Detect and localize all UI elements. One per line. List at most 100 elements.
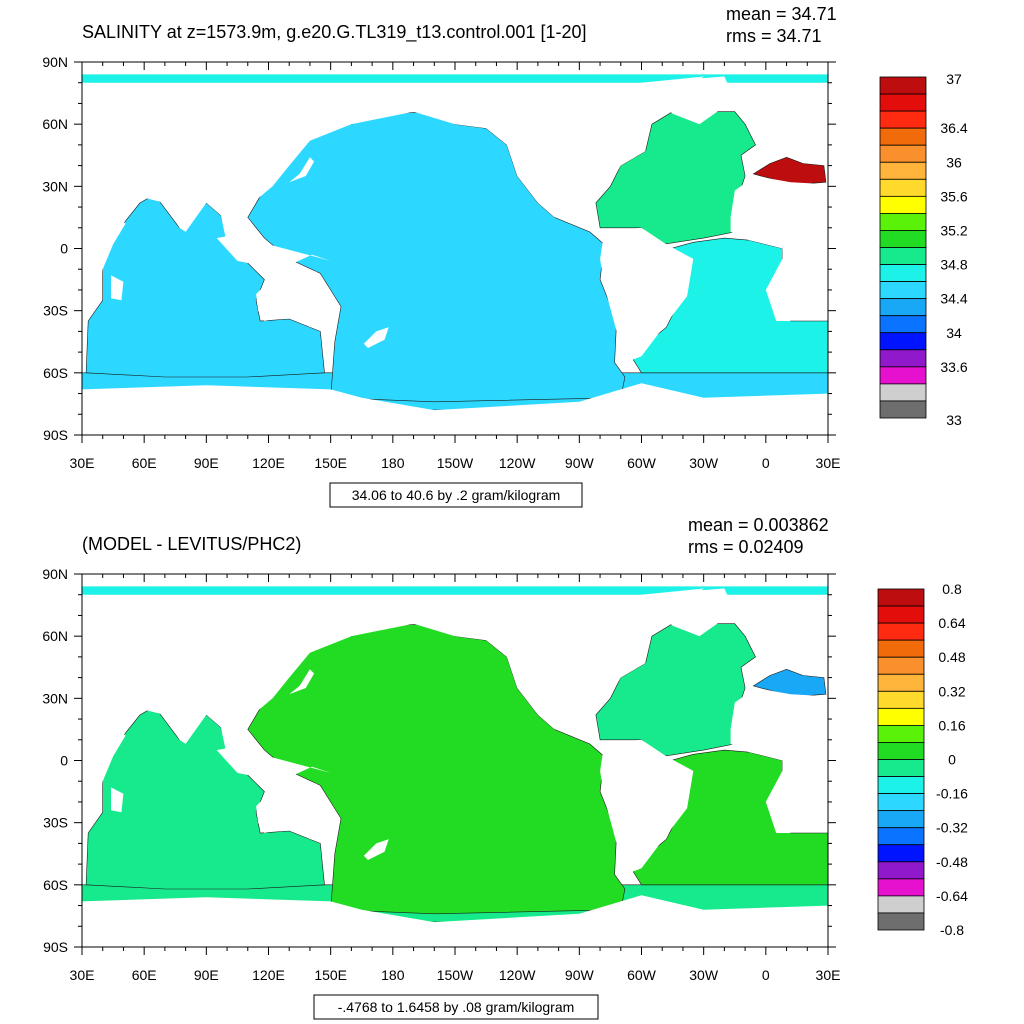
salinity-title: SALINITY at z=1573.9m, g.e20.G.TL319_t13…: [82, 22, 586, 43]
salinity-colorbar-label: 34: [946, 325, 962, 341]
difference-colorbar-box: [877, 673, 925, 692]
salinity-colorbar-box: [879, 110, 927, 129]
difference-colorbar-label: -0.48: [936, 854, 968, 870]
difference-colorbar-label: -0.64: [936, 888, 968, 904]
salinity-colorbar-label: 35.6: [940, 188, 967, 204]
salinity-colorbar-box: [879, 400, 927, 419]
salinity-colorbar-box: [879, 76, 927, 95]
salinity-colorbar-box: [879, 247, 927, 265]
salinity-colorbar-box: [879, 332, 927, 351]
difference-x-tick-label: 120W: [499, 967, 536, 983]
difference-colorbar-box: [877, 725, 925, 743]
salinity-y-tick-label: 30S: [43, 303, 68, 319]
salinity-land-australia: [256, 271, 337, 328]
difference-land-australia: [256, 783, 337, 840]
salinity-x-tick-label: 60W: [627, 455, 657, 471]
salinity-land-madagascar: [111, 275, 124, 301]
difference-colorbar-label: -0.32: [936, 820, 968, 836]
salinity-colorbar-box: [879, 127, 927, 146]
difference-colorbar-label: 0.32: [938, 683, 965, 699]
salinity-x-tick-label: 30E: [816, 455, 841, 471]
salinity-x-tick-label: 60E: [132, 455, 157, 471]
salinity-x-tick-label: 30W: [689, 455, 719, 471]
difference-x-tick-label: 90W: [565, 967, 595, 983]
salinity-rms: rms = 34.71: [726, 26, 822, 46]
difference-land-africa-east: [82, 696, 126, 831]
difference-y-tick-label: 60N: [42, 628, 68, 644]
difference-x-tick-label: 60E: [132, 967, 157, 983]
difference-colorbar-label: 0.16: [938, 717, 965, 733]
salinity-colorbar: 37 36.4 36 35.6 35.2 34.8 34.4 34 33.6 33: [879, 71, 968, 428]
salinity-colorbar-box: [879, 195, 927, 214]
difference-x-tick-label: 30W: [689, 967, 719, 983]
difference-colorbar-label: 0: [948, 752, 956, 768]
salinity-contour-info: 34.06 to 40.6 by .2 gram/kilogram: [352, 487, 561, 503]
salinity-colorbar-box: [879, 281, 927, 300]
salinity-colorbar-box: [879, 212, 927, 231]
difference-land-indonesia: [216, 748, 331, 778]
difference-colorbar-box: [877, 742, 925, 760]
salinity-map: [82, 62, 828, 435]
difference-colorbar-box: [877, 588, 925, 607]
difference-x-tick-label: 180: [381, 967, 405, 983]
salinity-panel: SALINITY at z=1573.9m, g.e20.G.TL319_t13…: [42, 4, 968, 508]
salinity-contour-info-box: [329, 482, 583, 508]
difference-colorbar-box: [877, 622, 925, 641]
difference-colorbar-label: -0.8: [940, 922, 964, 938]
difference-land-japan: [289, 669, 315, 695]
difference-contour-info: -.4768 to 1.6458 by .08 gram/kilogram: [338, 999, 575, 1015]
salinity-colorbar-label: 37: [946, 71, 962, 87]
difference-y-tick-label: 30N: [42, 690, 68, 706]
difference-colorbar-box: [877, 759, 925, 777]
salinity-land-greenland: [641, 76, 735, 125]
difference-colorbar-label: -0.16: [936, 786, 968, 802]
difference-colorbar-label: 0.64: [938, 615, 965, 631]
salinity-colorbar-box: [879, 178, 927, 197]
salinity-colorbar-label: 35.2: [940, 222, 967, 238]
difference-colorbar-box: [877, 844, 925, 863]
salinity-land-japan: [289, 157, 315, 183]
difference-colorbar-box: [877, 912, 925, 931]
salinity-x-tick-label: 120E: [252, 455, 285, 471]
salinity-colorbar-label: 34.8: [940, 257, 967, 273]
difference-land-eurasia: [82, 598, 414, 757]
difference-colorbar-box: [877, 793, 925, 812]
salinity-colorbar-box: [879, 264, 927, 282]
difference-x-tick-label: 60W: [627, 967, 657, 983]
difference-colorbar-box: [877, 605, 925, 624]
salinity-land-africa-east: [82, 184, 126, 319]
salinity-mean: mean = 34.71: [726, 4, 837, 24]
salinity-region-north-atlantic: [595, 111, 756, 245]
salinity-colorbar-box: [879, 144, 927, 163]
salinity-y-tick-label: 60N: [42, 116, 68, 132]
salinity-colorbar-box: [879, 93, 927, 112]
difference-colorbar-box: [877, 827, 925, 846]
difference-land-madagascar: [111, 787, 124, 813]
difference-y-tick-label: 90S: [43, 939, 68, 955]
difference-x-tick-label: 150E: [314, 967, 347, 983]
difference-colorbar-label: 0.8: [942, 581, 962, 597]
difference-colorbar-box: [877, 690, 925, 709]
salinity-colorbar-box: [879, 315, 927, 334]
salinity-y-tick-label: 90S: [43, 427, 68, 443]
difference-x-tick-label: 30E: [70, 967, 95, 983]
difference-x-tick-label: 0: [762, 967, 770, 983]
salinity-colorbar-label: 36.4: [940, 120, 967, 136]
difference-colorbar: 0.8 0.64 0.48 0.32 0.16 0 -0.16 -0.32 -0.48 -0.64…: [877, 581, 968, 938]
difference-panel: (MODEL - LEVITUS/PHC2) mean = 0.003862 r…: [42, 515, 968, 1020]
salinity-land-antarctica: [82, 383, 828, 435]
salinity-colorbar-box: [879, 161, 927, 180]
difference-rms: rms = 0.02409: [688, 537, 804, 557]
salinity-colorbar-box: [879, 298, 927, 317]
salinity-y-tick-label: 0: [60, 241, 68, 257]
difference-land-antarctica: [82, 895, 828, 947]
salinity-y-tick-label: 30N: [42, 178, 68, 194]
salinity-colorbar-label: 33: [946, 412, 962, 428]
difference-land-new-zealand: [363, 839, 389, 860]
salinity-x-tick-label: 150W: [437, 455, 474, 471]
difference-colorbar-box: [877, 639, 925, 658]
difference-colorbar-box: [877, 861, 925, 880]
salinity-x-tick-label: 120W: [499, 455, 536, 471]
difference-x-tick-label: 30E: [816, 967, 841, 983]
